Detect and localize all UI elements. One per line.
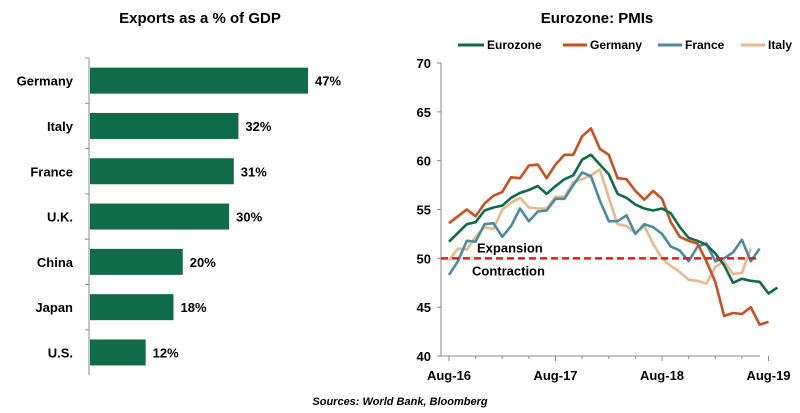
legend-label-italy: Italy [768,38,792,52]
line-chart-title: Eurozone: PMIs [541,10,654,27]
x-tick-label: Aug-16 [427,368,471,383]
bar-category-label: U.K. [47,210,73,225]
threshold: Expansion Contraction [441,240,760,278]
bar-value-label: 47% [315,74,341,89]
legend: Eurozone Germany France Italy [458,38,792,52]
y-tick-label: 45 [417,300,431,315]
legend-label-germany: Germany [590,38,642,52]
bar-category-label: China [37,255,74,270]
bar-category-label: Japan [35,300,73,315]
series-lines [447,127,779,327]
bar-category-label: Italy [47,119,74,134]
bar-value-label: 18% [180,300,206,315]
y-tick-label: 70 [417,56,431,71]
bar-value-label: 20% [190,255,216,270]
bar [90,339,146,366]
bar-chart-title: Exports as a % of GDP [119,10,281,27]
pmi-line-chart: Eurozone: PMIs Eurozone Germany France Ital… [417,10,793,383]
legend-label-france: France [685,38,725,52]
sources-note: Sources: World Bank, Bloomberg [312,396,488,408]
contraction-label: Contraction [472,263,545,278]
bar [90,294,174,321]
bars-layer: Germany 47% Italy 32% France 31% U.K. 30% China 2… [17,57,341,376]
y-tick-label: 55 [417,203,431,218]
x-tick-label: Aug-19 [746,368,790,383]
bar [90,67,308,94]
bar-value-label: 32% [245,119,271,134]
exports-bar-chart: Exports as a % of GDP Germany 47% Italy 32%… [17,10,341,376]
bar [90,112,239,139]
bar-category-label: U.S. [48,345,73,360]
series-line-eurozone [448,153,779,295]
bar-value-label: 30% [236,210,262,225]
expansion-label: Expansion [477,240,543,255]
bar [90,203,230,230]
bar-category-label: Germany [17,74,74,89]
y-tick-label: 60 [417,154,431,169]
x-tick-label: Aug-18 [640,368,684,383]
bar [90,158,234,185]
bar-value-label: 12% [153,345,179,360]
axes: 40 45 50 55 60 65 70 Aug-16 Aug-17 Aug-18 Aug-19 [417,56,791,383]
y-tick-label: 40 [417,349,431,364]
legend-label-eurozone: Eurozone [487,38,542,52]
series-line-germany [448,127,769,327]
series-line-italy [447,168,753,286]
x-tick-label: Aug-17 [533,368,577,383]
bar-value-label: 31% [241,164,267,179]
bar [90,248,183,275]
y-tick-label: 65 [417,105,431,120]
bar-category-label: France [30,164,73,179]
y-tick-label: 50 [417,251,431,266]
